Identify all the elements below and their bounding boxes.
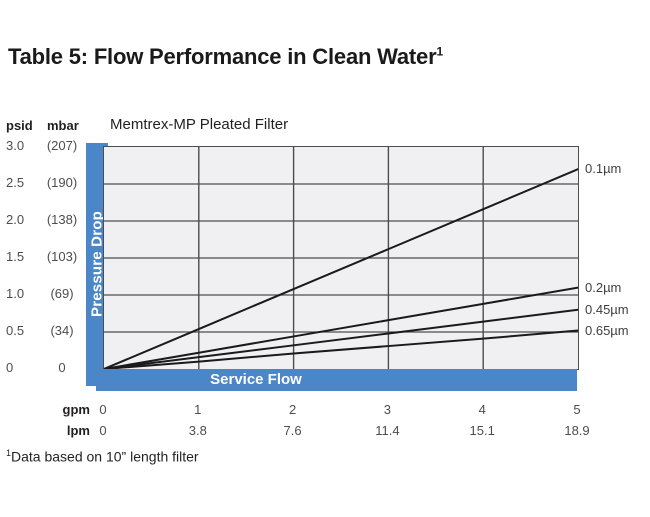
x-tick-gpm-5: 5 [573,402,581,417]
series-label-1: 0.2µm [585,279,622,295]
y-tick-mbar-0: (207) [46,138,78,153]
x-tick-gpm-3: 3 [383,402,391,417]
y-tick-psid-0: 3.0 [6,138,25,153]
chart-plot-area [103,146,579,370]
x-axis-unit-lpm-header: lpm [66,423,90,438]
footnote-text: Data based on 10” length filter [11,448,199,465]
series-line-2 [104,308,578,369]
x-tick-gpm-4: 4 [478,402,486,417]
series-line-3 [104,329,578,369]
chart-subtitle: Memtrex-MP Pleated Filter [110,116,289,133]
y-tick-psid-5: 0.5 [6,323,25,338]
y-tick-psid-3: 1.5 [6,249,25,264]
x-tick-gpm-0: 0 [99,402,107,417]
x-tick-lpm-4: 15.1 [469,423,495,438]
y-tick-psid-2: 2.0 [6,212,25,227]
y-tick-psid-4: 1.0 [6,286,25,301]
x-tick-lpm-0: 0 [99,423,107,438]
y-axis-unit-mbar-header: mbar [47,118,79,133]
y-tick-mbar-1: (190) [46,175,78,190]
series-label-3: 0.65µm [585,322,629,338]
chart-plot-svg [104,147,578,369]
y-tick-mbar-6: 0 [58,360,66,375]
x-tick-lpm-1: 3.8 [188,423,207,438]
page-title-text: Table 5: Flow Performance in Clean Water [8,44,437,69]
y-tick-mbar-4: (69) [50,286,74,301]
page-title-superscript: 1 [436,44,443,59]
pressure-drop-band [86,143,108,386]
y-tick-mbar-2: (138) [46,212,78,227]
x-tick-lpm-2: 7.6 [283,423,302,438]
y-tick-psid-6: 0 [6,360,14,375]
series-label-2: 0.45µm [585,301,629,317]
series-line-0 [104,168,578,369]
x-tick-gpm-2: 2 [288,402,297,417]
series-label-0: 0.1µm [585,161,622,177]
y-tick-psid-1: 2.5 [6,175,25,190]
y-tick-mbar-5: (34) [50,323,74,338]
x-tick-lpm-3: 11.4 [375,423,400,438]
y-tick-mbar-3: (103) [46,249,78,264]
x-tick-lpm-5: 18.9 [564,423,590,438]
page-title: Table 5: Flow Performance in Clean Water… [8,44,443,70]
x-tick-gpm-1: 1 [194,402,202,417]
footnote-superscript: 1 [6,448,12,458]
footnote: 1Data based on 10” length filter [6,448,199,465]
x-axis-unit-gpm-header: gpm [62,402,90,417]
series-line-1 [104,286,578,369]
service-flow-band [96,369,577,391]
y-axis-unit-psid-header: psid [6,118,33,133]
